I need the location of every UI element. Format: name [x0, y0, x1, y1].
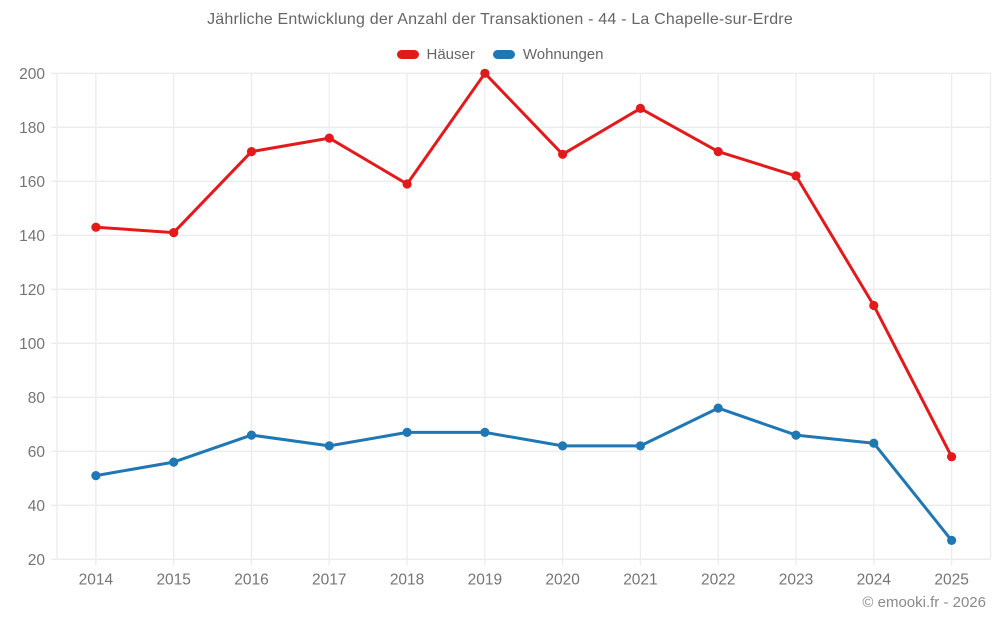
- haeuser-data-point[interactable]: [869, 300, 879, 311]
- chart-title: Jährliche Entwicklung der Anzahl der Tra…: [207, 11, 793, 28]
- legend-label-wohnungen: Wohnungen: [522, 46, 604, 63]
- x-tick-label: 2023: [779, 571, 813, 588]
- haeuser-data-point[interactable]: [402, 179, 412, 189]
- y-tick-label: 20: [28, 552, 46, 569]
- y-tick-label: 180: [19, 120, 45, 137]
- legend-item-wohnungen[interactable]: Wohnungen: [492, 46, 604, 63]
- wohnungen-data-point[interactable]: [635, 441, 646, 451]
- haeuser-data-point[interactable]: [558, 149, 568, 159]
- y-tick-label: 60: [28, 444, 46, 461]
- haeuser-data-point[interactable]: [169, 228, 179, 238]
- y-tick-label: 100: [19, 336, 45, 353]
- wohnungen-data-point[interactable]: [869, 438, 879, 448]
- y-tick-label: 200: [19, 66, 45, 83]
- x-tick-label: 2016: [234, 571, 268, 588]
- haeuser-data-point[interactable]: [324, 133, 334, 143]
- x-tick-label: 2021: [623, 571, 657, 588]
- y-tick-label: 40: [28, 498, 46, 515]
- x-tick-label: 2024: [857, 571, 892, 588]
- haeuser-data-point[interactable]: [947, 452, 957, 462]
- wohnungen-data-point[interactable]: [169, 457, 179, 467]
- haeuser-data-point[interactable]: [635, 103, 646, 113]
- wohnungen-data-point[interactable]: [480, 427, 490, 437]
- x-tick-label: 2014: [79, 571, 114, 588]
- haeuser-legend-swatch-icon: [396, 50, 419, 59]
- legend-item-haeuser[interactable]: Häuser: [396, 46, 475, 63]
- x-tick-label: 2025: [934, 571, 968, 588]
- x-tick-label: 2015: [156, 571, 190, 588]
- haeuser-data-point[interactable]: [91, 222, 101, 232]
- chart-legend: Häuser Wohnungen: [0, 46, 1000, 63]
- y-tick-label: 80: [28, 390, 46, 407]
- wohnungen-data-point[interactable]: [713, 403, 723, 413]
- x-tick-label: 2017: [312, 571, 346, 588]
- y-tick-label: 160: [19, 174, 45, 191]
- haeuser-data-point[interactable]: [246, 147, 257, 157]
- copyright-text: © emooki.fr - 2026: [862, 594, 986, 611]
- wohnungen-data-point[interactable]: [324, 441, 334, 451]
- wohnungen-data-point[interactable]: [402, 427, 412, 437]
- x-tick-label: 2019: [468, 571, 502, 588]
- legend-label-haeuser: Häuser: [426, 46, 475, 63]
- wohnungen-data-point[interactable]: [947, 535, 957, 546]
- wohnungen-data-point[interactable]: [558, 441, 568, 451]
- y-tick-label: 120: [19, 282, 45, 299]
- haeuser-data-point[interactable]: [791, 171, 801, 181]
- x-tick-label: 2020: [545, 571, 580, 588]
- x-tick-label: 2018: [390, 571, 424, 588]
- haeuser-data-point[interactable]: [480, 68, 490, 78]
- wohnungen-data-point[interactable]: [246, 430, 257, 440]
- wohnungen-data-point[interactable]: [791, 430, 801, 440]
- wohnungen-series-line: [94, 406, 954, 542]
- haeuser-series-line: [94, 71, 954, 459]
- haeuser-data-point[interactable]: [713, 147, 723, 157]
- x-tick-label: 2022: [701, 571, 735, 588]
- wohnungen-legend-swatch-icon: [492, 50, 515, 59]
- wohnungen-data-point[interactable]: [91, 471, 101, 481]
- y-tick-label: 140: [19, 228, 45, 245]
